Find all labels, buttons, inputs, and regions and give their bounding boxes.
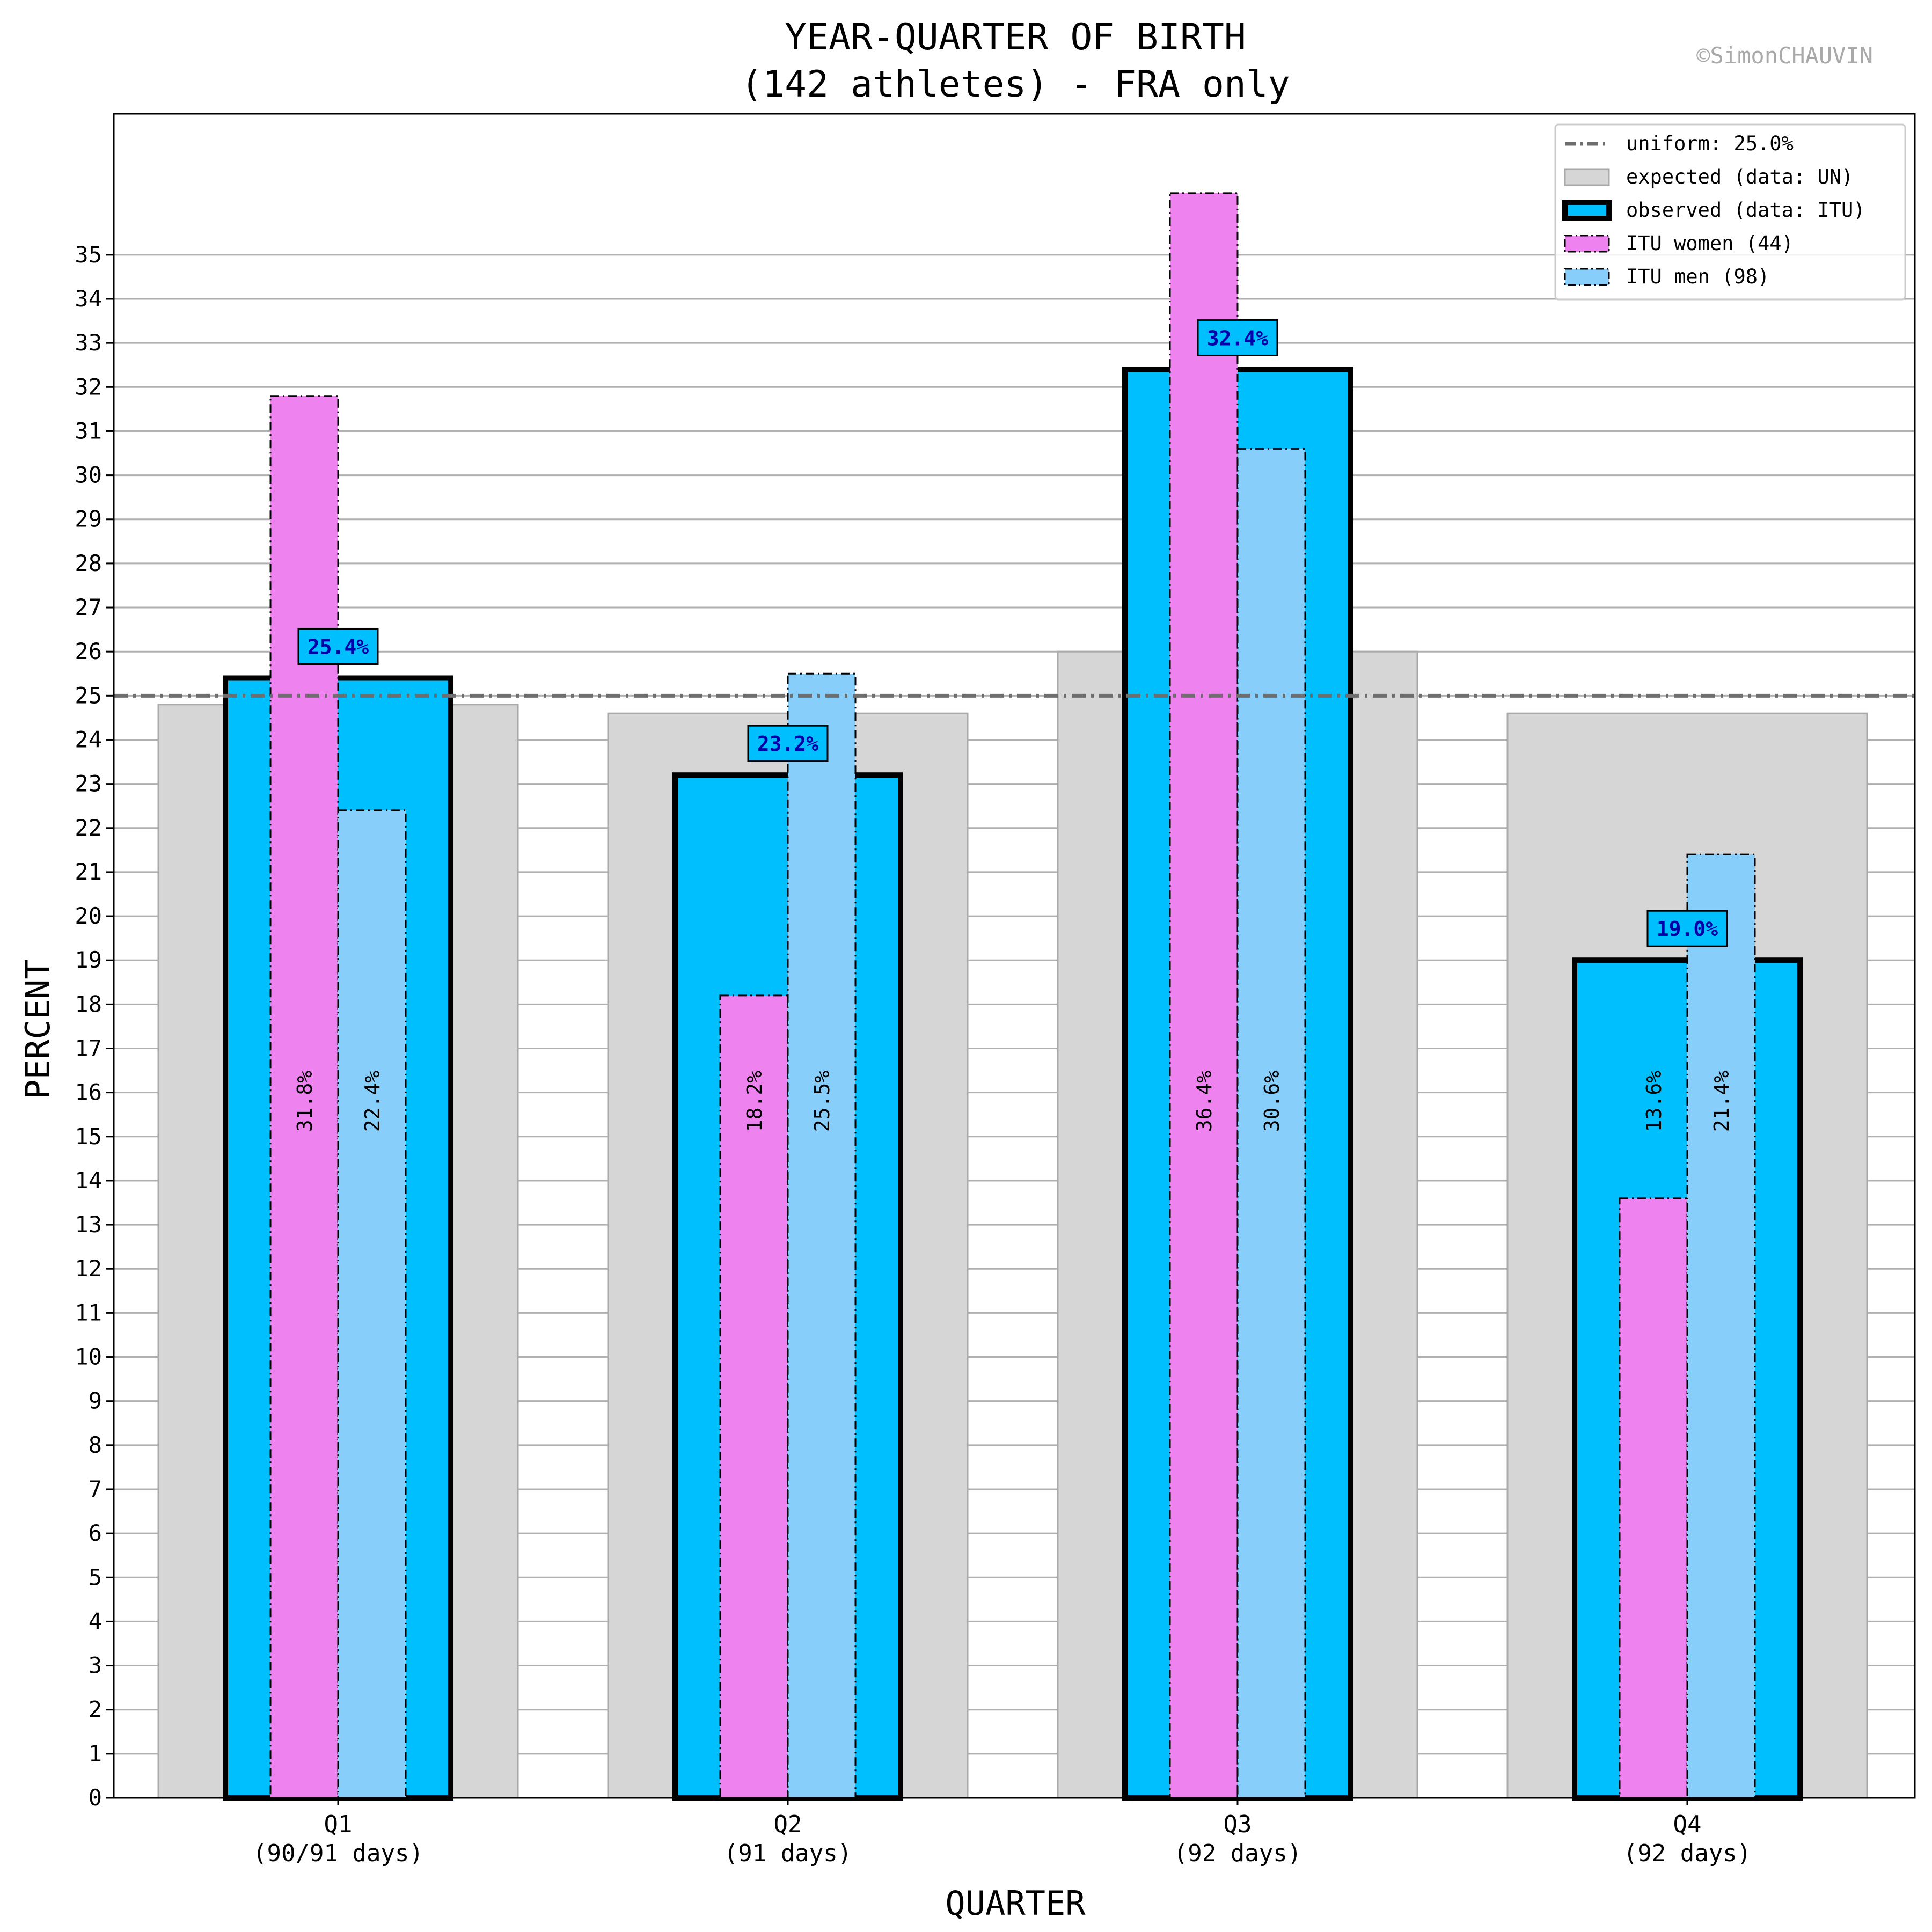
data-label-observed: 32.4% xyxy=(1207,326,1269,350)
data-label-box-observed xyxy=(1646,910,1728,947)
y-tick-label: 21 xyxy=(75,859,102,885)
y-tick-label: 22 xyxy=(75,815,102,841)
y-tick-label: 24 xyxy=(75,726,102,752)
y-tick-label: 32 xyxy=(75,374,102,400)
chart-title: YEAR-QUARTER OF BIRTH xyxy=(785,16,1246,58)
data-label-observed: 19.0% xyxy=(1657,917,1718,941)
x-tick-sublabel: (92 days) xyxy=(1174,1840,1301,1867)
y-tick-label: 18 xyxy=(75,991,102,1017)
y-tick-label: 4 xyxy=(89,1608,102,1634)
y-tick-label: 34 xyxy=(75,286,102,312)
plot-area: 0123456789101112131415161718192021222324… xyxy=(75,113,1916,1867)
x-axis-label: QUARTER xyxy=(945,1884,1086,1923)
y-tick-label: 17 xyxy=(75,1035,102,1062)
data-label-observed: 23.2% xyxy=(757,732,819,756)
data-label-women: 13.6% xyxy=(1642,1071,1666,1132)
y-tick-label: 9 xyxy=(89,1388,102,1414)
legend-swatch-men xyxy=(1564,268,1610,286)
bar-women xyxy=(1619,1197,1688,1799)
data-label-women: 18.2% xyxy=(743,1071,766,1132)
x-tick-label: Q2 xyxy=(774,1811,802,1838)
x-tick-sublabel: (90/91 days) xyxy=(253,1840,423,1867)
data-label-women: 36.4% xyxy=(1192,1071,1216,1132)
y-tick-label: 29 xyxy=(75,506,102,532)
chart-subtitle: (142 athletes) - FRA only xyxy=(741,63,1290,106)
bar-men xyxy=(1686,853,1756,1799)
y-tick-label: 13 xyxy=(75,1211,102,1238)
y-tick-label: 5 xyxy=(89,1564,102,1590)
plot-frame xyxy=(113,113,1916,1799)
data-label-box-observed xyxy=(1197,319,1278,356)
y-tick-label: 10 xyxy=(75,1344,102,1370)
y-tick-label: 11 xyxy=(75,1299,102,1326)
data-label-women: 31.8% xyxy=(293,1071,317,1132)
bar-men xyxy=(337,809,407,1799)
x-tick-label: Q1 xyxy=(324,1811,353,1838)
y-tick-label: 33 xyxy=(75,330,102,356)
y-tick-label: 7 xyxy=(89,1476,102,1502)
legend-label-women: ITU women (44) xyxy=(1626,232,1794,255)
y-tick-label: 31 xyxy=(75,418,102,444)
data-label-men: 21.4% xyxy=(1710,1071,1733,1132)
y-tick-label: 35 xyxy=(75,241,102,268)
legend-swatch-expected xyxy=(1564,168,1610,186)
y-tick-label: 16 xyxy=(75,1079,102,1106)
y-tick-label: 3 xyxy=(89,1652,102,1679)
y-tick-label: 25 xyxy=(75,682,102,708)
data-label-men: 25.5% xyxy=(810,1071,834,1132)
watermark: ©SimonCHAUVIN xyxy=(1696,42,1873,69)
y-tick-label: 8 xyxy=(89,1432,102,1458)
legend: uniform: 25.0% expected (data: UN) obser… xyxy=(1554,123,1906,301)
legend-swatch-observed xyxy=(1562,200,1612,221)
data-label-box-observed xyxy=(297,627,379,665)
y-axis-label: PERCENT xyxy=(18,959,57,1099)
x-tick-sublabel: (92 days) xyxy=(1623,1840,1751,1867)
bar-women xyxy=(1169,192,1239,1799)
legend-label-observed: observed (data: ITU) xyxy=(1626,199,1865,222)
y-tick-label: 19 xyxy=(75,947,102,973)
bar-men xyxy=(1236,448,1306,1799)
x-tick-label: Q4 xyxy=(1673,1811,1702,1838)
x-tick-sublabel: (91 days) xyxy=(724,1840,852,1867)
y-tick-label: 27 xyxy=(75,594,102,620)
y-tick-label: 23 xyxy=(75,771,102,797)
legend-box xyxy=(1554,123,1906,301)
data-label-box-observed xyxy=(747,724,829,762)
y-tick-label: 28 xyxy=(75,550,102,576)
y-tick-label: 14 xyxy=(75,1167,102,1194)
data-label-men: 30.6% xyxy=(1260,1071,1284,1132)
y-tick-label: 26 xyxy=(75,638,102,664)
y-tick-label: 30 xyxy=(75,462,102,488)
y-tick-label: 1 xyxy=(89,1740,102,1767)
y-tick-label: 0 xyxy=(89,1784,102,1811)
y-tick-label: 15 xyxy=(75,1123,102,1150)
legend-label-men: ITU men (98) xyxy=(1626,265,1769,288)
bar-men xyxy=(787,672,857,1799)
legend-label-uniform: uniform: 25.0% xyxy=(1626,132,1794,155)
y-tick-label: 20 xyxy=(75,903,102,929)
y-tick-label: 6 xyxy=(89,1520,102,1546)
data-label-men: 22.4% xyxy=(361,1071,384,1132)
legend-label-expected: expected (data: UN) xyxy=(1626,165,1853,188)
y-tick-label: 12 xyxy=(75,1255,102,1282)
y-tick-label: 2 xyxy=(89,1696,102,1723)
x-tick-label: Q3 xyxy=(1224,1811,1252,1838)
data-label-observed: 25.4% xyxy=(308,635,369,658)
legend-swatch-women xyxy=(1564,235,1610,253)
